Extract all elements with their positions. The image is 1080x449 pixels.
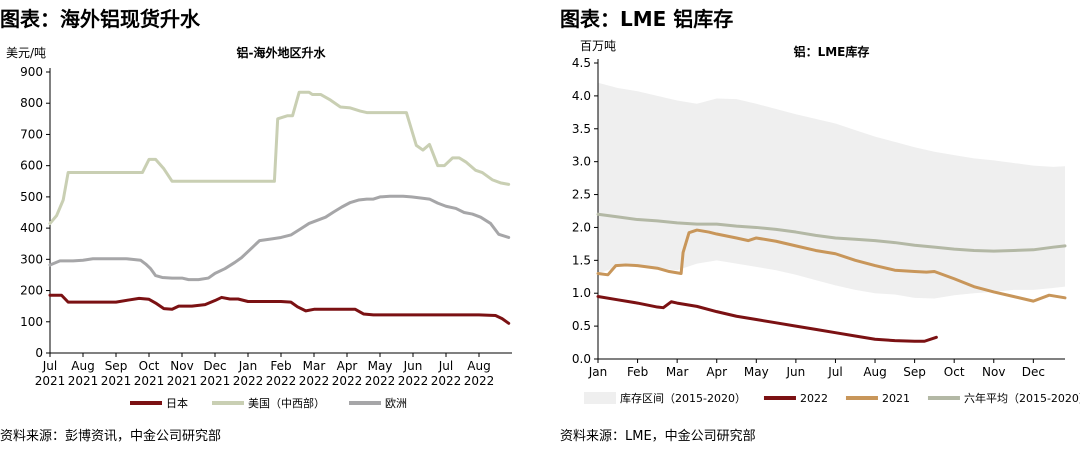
left-panel-title: 图表：海外铝现货升水	[0, 7, 200, 31]
series-line	[596, 295, 938, 343]
y-tick-label: 500	[20, 190, 43, 204]
x-tick-label: Feb	[627, 365, 648, 379]
chart-title: 铝-海外地区升水	[237, 45, 327, 60]
x-tick-label: Dec 2021	[200, 359, 231, 388]
x-tick-label: Aug 2022	[464, 359, 495, 388]
x-tick-label: Apr 2022	[332, 359, 363, 388]
y-axis-unit-label: 美元/吨	[6, 46, 46, 60]
y-tick-label: 3.0	[572, 155, 591, 169]
y-tick-label: 1.5	[572, 253, 591, 267]
series-line	[48, 194, 511, 282]
legend-label: 日本	[166, 396, 188, 410]
y-tick-label: 700	[20, 127, 43, 141]
x-tick-label: Mar 2022	[299, 359, 330, 388]
x-tick-label: Jul 2021	[35, 359, 66, 388]
y-tick-label: 900	[20, 65, 43, 79]
y-tick-label: 200	[20, 284, 43, 298]
x-tick-label: Sep 2021	[101, 359, 132, 388]
x-tick-label: Aug 2021	[68, 359, 99, 388]
left-source: 资料来源：彭博资讯，中金公司研究部	[0, 429, 222, 444]
y-tick-label: 2.0	[572, 220, 591, 234]
x-tick-label: Jun 2022	[398, 359, 429, 388]
left-panel: 图表：海外铝现货升水 铝-海外地区升水 美元/吨 0 100 200 300 400 500 6…	[0, 7, 512, 444]
y-tick-label: 600	[20, 159, 43, 173]
x-tick-label: Nov	[982, 365, 1005, 379]
x-tick-label: Jun	[786, 365, 806, 379]
legend-label: 2021	[882, 392, 910, 405]
inventory-range-band	[598, 82, 1065, 299]
series-line	[596, 228, 1067, 303]
y-axis-unit-label: 百万吨	[580, 39, 616, 53]
y-tick-label: 2.5	[572, 188, 591, 202]
x-tick-label: Jan	[588, 365, 608, 379]
series-line	[596, 212, 1067, 253]
x-tick-label: Apr	[706, 365, 727, 379]
y-tick-label: 4.5	[572, 56, 591, 70]
lme-inventory-chart: 铝：LME库存 百万吨 0.0 0.5 1.0 1.5 2.0 2.5 3.0 3.5 4.0 4.5…	[572, 39, 1080, 405]
x-tick-label: May 2022	[365, 359, 396, 388]
legend-label: 欧洲	[385, 397, 407, 410]
x-tick-label: Oct	[944, 365, 965, 379]
series-line	[48, 90, 511, 225]
right-source: 资料来源：LME，中金公司研究部	[560, 429, 756, 444]
y-tick-label: 100	[20, 315, 43, 329]
series-line	[48, 293, 511, 325]
x-tick-label: Oct 2021	[134, 359, 165, 388]
x-tick-label: Sep	[903, 365, 926, 379]
y-tick-label: 4.0	[572, 89, 591, 103]
y-tick-label: 800	[20, 96, 43, 110]
x-tick-label: Jul 2022	[431, 359, 462, 388]
x-tick-label: Jan 2022	[233, 359, 264, 388]
chart-title: 铝：LME库存	[794, 44, 870, 59]
y-tick-label: 3.5	[572, 122, 591, 136]
x-tick-label: May	[744, 365, 769, 379]
y-tick-label: 300	[20, 252, 43, 266]
x-tick-label: Dec	[1022, 365, 1045, 379]
x-tick-label: Aug	[863, 365, 886, 379]
right-panel: 图表：LME 铝库存 铝：LME库存 百万吨 0.0 0.5 1.0 1.5 2.0 2.5 3…	[560, 0, 1080, 449]
y-tick-label: 1.0	[572, 286, 591, 300]
x-tick-label: Mar	[666, 365, 689, 379]
legend-label: 六年平均（2015-2020）	[964, 391, 1080, 405]
legend-label: 库存区间（2015-2020）	[620, 391, 746, 405]
right-panel-title: 图表：LME 铝库存	[560, 7, 734, 31]
y-tick-label: 0.5	[572, 319, 591, 333]
x-tick-label: Nov 2021	[167, 359, 198, 388]
legend-swatch	[584, 392, 616, 404]
y-tick-label: 0	[35, 346, 43, 360]
y-tick-label: 0.0	[572, 352, 591, 366]
legend-label: 2022	[800, 392, 828, 405]
y-tick-label: 400	[20, 221, 43, 235]
legend-label: 美国（中西部）	[248, 396, 325, 410]
x-tick-label: Jul	[827, 365, 842, 379]
premium-chart: 铝-海外地区升水 美元/吨 0 100 200 300 400 500 600 700 800 900…	[6, 45, 512, 410]
x-tick-label: Feb 2022	[266, 359, 297, 388]
